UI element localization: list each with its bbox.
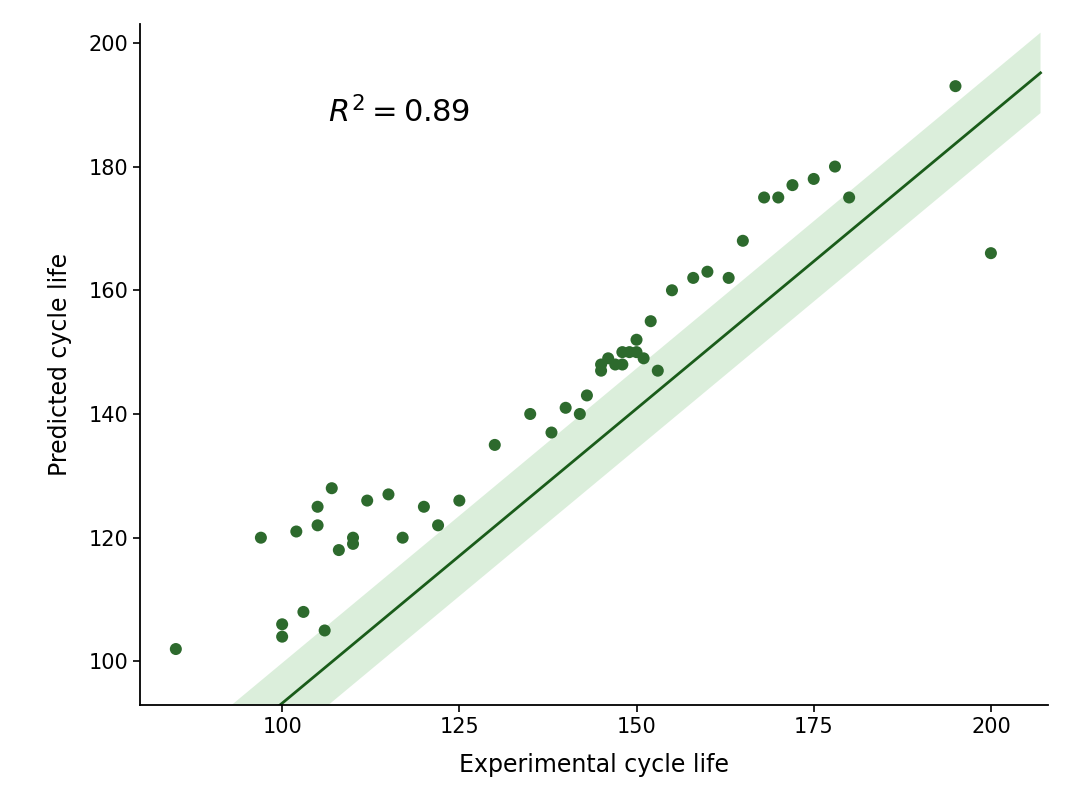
Point [345, 537, 362, 550]
Point [627, 333, 645, 346]
X-axis label: Experimental cycle life: Experimental cycle life [459, 753, 729, 777]
Point [522, 407, 539, 420]
Point [309, 501, 326, 514]
Point [784, 179, 801, 192]
Point [295, 605, 312, 618]
Text: $R^2 = 0.89$: $R^2 = 0.89$ [328, 96, 470, 128]
Point [287, 525, 305, 538]
Point [840, 191, 858, 204]
Point [649, 364, 666, 377]
Point [273, 630, 291, 643]
Point [635, 352, 652, 365]
Point [770, 191, 787, 204]
Point [621, 346, 638, 359]
Point [253, 531, 270, 544]
Point [699, 265, 716, 278]
Point [826, 160, 843, 173]
Point [486, 438, 503, 451]
Point [983, 247, 1000, 260]
Point [316, 624, 334, 637]
Point [599, 352, 617, 365]
Point [330, 544, 348, 556]
Point [380, 488, 397, 501]
Point [415, 501, 432, 514]
Point [273, 618, 291, 631]
Point [805, 173, 822, 185]
Point [543, 426, 561, 439]
Point [167, 642, 185, 655]
Point [359, 494, 376, 507]
Point [734, 234, 752, 247]
Point [557, 401, 575, 414]
Point [607, 358, 624, 371]
Point [663, 284, 680, 296]
Point [593, 358, 610, 371]
Point [627, 346, 645, 359]
Point [309, 519, 326, 532]
Point [593, 364, 610, 377]
Point [685, 271, 702, 284]
Point [613, 346, 631, 359]
Y-axis label: Predicted cycle life: Predicted cycle life [48, 253, 72, 476]
Point [755, 191, 772, 204]
Point [642, 315, 659, 328]
Point [345, 531, 362, 544]
Point [430, 519, 447, 532]
Point [947, 79, 964, 92]
Point [720, 271, 738, 284]
Point [394, 531, 411, 544]
Point [613, 358, 631, 371]
Point [571, 407, 589, 420]
Point [450, 494, 468, 507]
Point [578, 389, 595, 402]
Point [323, 482, 340, 495]
